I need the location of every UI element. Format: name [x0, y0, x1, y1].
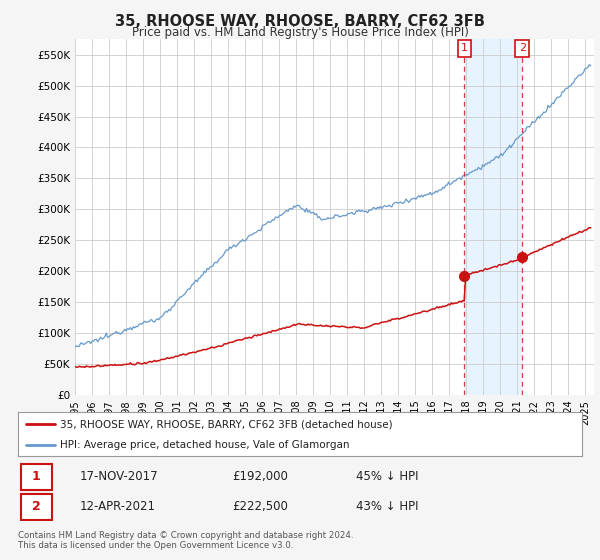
- Text: 35, RHOOSE WAY, RHOOSE, BARRY, CF62 3FB (detached house): 35, RHOOSE WAY, RHOOSE, BARRY, CF62 3FB …: [60, 419, 393, 429]
- Text: 12-APR-2021: 12-APR-2021: [80, 500, 156, 513]
- Text: £192,000: £192,000: [232, 470, 288, 483]
- Text: 43% ↓ HPI: 43% ↓ HPI: [356, 500, 419, 513]
- Text: 17-NOV-2017: 17-NOV-2017: [80, 470, 158, 483]
- Text: £222,500: £222,500: [232, 500, 288, 513]
- Text: 35, RHOOSE WAY, RHOOSE, BARRY, CF62 3FB: 35, RHOOSE WAY, RHOOSE, BARRY, CF62 3FB: [115, 14, 485, 29]
- Text: 2: 2: [32, 500, 41, 513]
- FancyBboxPatch shape: [21, 494, 52, 520]
- Text: 1: 1: [461, 44, 468, 53]
- Text: 45% ↓ HPI: 45% ↓ HPI: [356, 470, 419, 483]
- Text: 1: 1: [32, 470, 41, 483]
- FancyBboxPatch shape: [21, 464, 52, 490]
- Text: Contains HM Land Registry data © Crown copyright and database right 2024.
This d: Contains HM Land Registry data © Crown c…: [18, 531, 353, 550]
- Text: HPI: Average price, detached house, Vale of Glamorgan: HPI: Average price, detached house, Vale…: [60, 440, 350, 450]
- Text: Price paid vs. HM Land Registry's House Price Index (HPI): Price paid vs. HM Land Registry's House …: [131, 26, 469, 39]
- Bar: [464, 39, 522, 395]
- Text: 2: 2: [518, 44, 526, 53]
